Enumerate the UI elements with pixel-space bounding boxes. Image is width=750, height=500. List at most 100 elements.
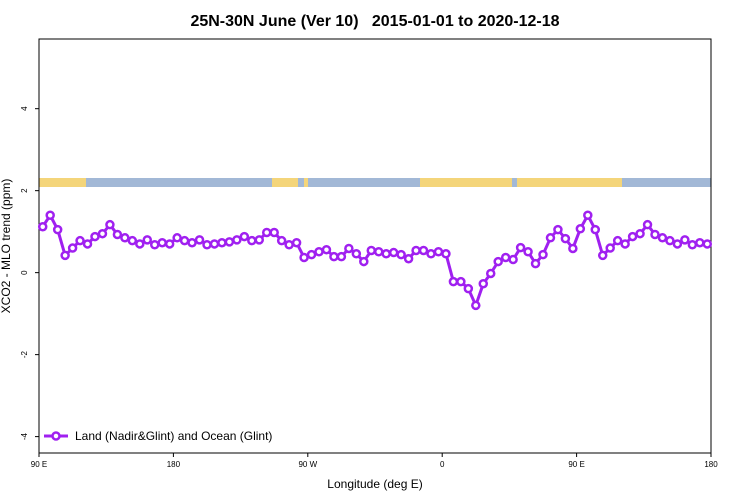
data-point <box>276 235 287 246</box>
data-point <box>135 239 145 249</box>
data-point <box>359 256 369 267</box>
data-point <box>37 221 48 232</box>
data-point <box>650 229 660 240</box>
data-point <box>530 258 541 269</box>
data-point <box>381 249 391 259</box>
data-point <box>120 233 130 243</box>
data-point <box>642 219 653 230</box>
legend-marker <box>51 431 61 441</box>
data-point <box>478 278 489 289</box>
data-point <box>232 235 242 245</box>
data-point <box>269 227 279 238</box>
data-point <box>500 252 511 263</box>
y-tick-label: -4 <box>20 433 29 441</box>
data-point <box>366 245 377 256</box>
data-point <box>575 224 586 234</box>
y-axis-label: XCO2 - MLO trend (ppm) <box>0 179 13 314</box>
x-tick-label: 90 E <box>568 460 584 469</box>
data-point <box>627 231 638 242</box>
data-point <box>291 237 302 248</box>
data-point <box>545 233 556 243</box>
data-point <box>314 246 324 257</box>
data-point <box>127 235 138 246</box>
data-point <box>597 250 608 261</box>
data-point <box>456 276 466 287</box>
data-point <box>306 249 317 260</box>
y-tick-label: 0 <box>20 270 29 275</box>
data-point <box>239 231 250 242</box>
data-point <box>194 235 205 245</box>
data-point <box>224 237 235 247</box>
data-point <box>105 219 115 230</box>
data-point <box>164 239 175 249</box>
data-point <box>665 235 675 246</box>
data-point <box>411 245 421 256</box>
legend-label: Land (Nadir&Glint) and Ocean (Glint) <box>75 429 272 443</box>
data-point <box>299 252 309 263</box>
data-point <box>344 243 354 254</box>
data-point <box>426 249 436 259</box>
x-tick-label: 90 W <box>298 460 317 469</box>
data-point <box>680 235 690 245</box>
data-point <box>90 231 100 242</box>
data-point <box>112 229 123 240</box>
data-point <box>388 247 399 258</box>
data-point <box>329 251 339 262</box>
data-point <box>351 249 362 259</box>
data-point <box>702 239 713 249</box>
data-point <box>635 228 645 239</box>
data-point <box>149 240 160 250</box>
data-point <box>284 240 294 250</box>
data-point <box>672 239 683 249</box>
data-point <box>403 253 414 264</box>
data-point <box>97 228 108 239</box>
data-point <box>67 243 78 253</box>
data-point <box>441 249 451 259</box>
data-point <box>433 246 444 257</box>
x-axis-label: Longitude (deg E) <box>327 477 422 491</box>
data-point <box>247 235 257 246</box>
x-tick-label: 180 <box>704 460 718 469</box>
data-point <box>157 237 167 248</box>
data-point <box>448 276 459 287</box>
x-tick-label: 0 <box>440 460 445 469</box>
data-point <box>209 239 220 249</box>
data-point <box>538 249 548 260</box>
data-point <box>396 249 406 260</box>
data-point <box>45 210 55 221</box>
data-point <box>321 244 332 255</box>
y-tick-label: -2 <box>20 351 29 359</box>
data-point <box>583 210 593 221</box>
data-point <box>553 224 563 235</box>
data-point <box>82 239 93 249</box>
data-point <box>590 224 601 235</box>
y-tick-label: 2 <box>20 188 29 193</box>
land-ocean-strip <box>39 178 711 187</box>
chart-title: 25N-30N June (Ver 10) 2015-01-01 to 2020… <box>190 13 559 30</box>
data-point <box>179 235 190 246</box>
data-point <box>485 268 496 279</box>
data-point <box>418 245 429 256</box>
data-point <box>52 224 63 235</box>
y-tick-label: 4 <box>20 106 29 111</box>
data-point <box>463 283 474 294</box>
data-point <box>142 235 153 245</box>
data-point <box>60 250 70 261</box>
data-point <box>75 235 85 246</box>
data-point <box>695 237 705 248</box>
data-point <box>254 235 265 245</box>
x-tick-label: 180 <box>167 460 181 469</box>
data-point <box>336 251 347 262</box>
data-point <box>493 256 503 267</box>
data-point <box>605 243 615 253</box>
data-point <box>202 240 212 250</box>
data-point <box>515 242 526 253</box>
data-point <box>172 233 182 243</box>
data-point <box>687 240 698 250</box>
data-point <box>657 233 668 243</box>
data-point <box>261 227 272 238</box>
series-line <box>41 212 708 310</box>
data-point <box>612 235 623 246</box>
data-point <box>187 237 197 248</box>
